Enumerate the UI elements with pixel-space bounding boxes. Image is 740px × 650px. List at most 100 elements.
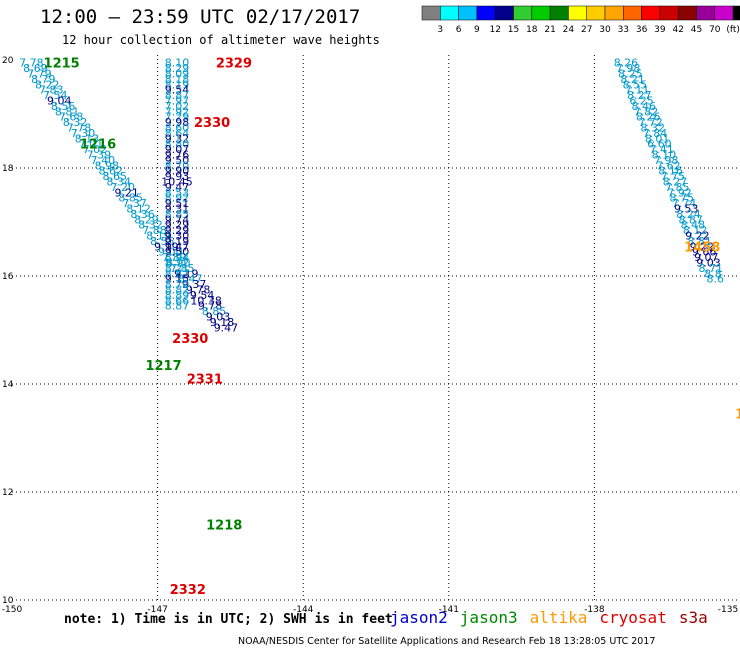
- wave-height-label: 8.27: [663, 176, 688, 189]
- footer-credit: NOAA/NESDIS Center for Satellite Applica…: [238, 636, 656, 647]
- wave-height-label: 9.29: [165, 224, 190, 237]
- wave-height-label: 9.98: [165, 116, 190, 129]
- wave-height-label: 8.82: [165, 284, 190, 297]
- wave-height-label: 9.07: [694, 251, 719, 264]
- wave-height-label: 8.53: [165, 186, 190, 199]
- wave-height-label: 7.85: [665, 181, 690, 194]
- colorbar-label: 12: [489, 25, 500, 35]
- mission-legend: jason2 jason3 altika cryosat s3a: [390, 608, 720, 627]
- wave-height-label: 8.24: [676, 208, 701, 221]
- pass-time-label: 1216: [80, 138, 116, 153]
- wave-height-label: 9.22: [690, 240, 715, 253]
- wave-height-label: 9.03: [696, 257, 721, 270]
- colorbar-label: 36: [636, 25, 648, 35]
- wave-height-label: 9.47: [165, 240, 190, 253]
- wave-height-label: 8.29: [165, 62, 190, 75]
- colorbar-label: 9: [474, 25, 480, 35]
- y-tick-label: 14: [2, 380, 14, 390]
- wave-height-label: 8.26: [636, 111, 661, 124]
- wave-height-label: 9.47: [214, 321, 239, 334]
- wave-height-label: 7.68: [59, 111, 84, 124]
- wave-height-label: 8.16: [658, 165, 683, 178]
- colorbar-label: 15: [508, 25, 519, 35]
- wave-height-label: 8.47: [178, 273, 203, 286]
- wave-height-label: 8.92: [165, 192, 190, 205]
- wave-height-label: 8.34: [107, 176, 132, 189]
- wave-height-label: 9.54: [165, 84, 190, 97]
- wave-height-label: 8.81: [55, 105, 80, 118]
- wave-height-label: 8.25: [618, 68, 643, 81]
- y-tick-label: 10: [2, 596, 14, 606]
- legend-entry-s3a: s3a: [678, 608, 708, 627]
- wave-height-label: 8.21: [620, 73, 645, 86]
- colorbar-label: (ft): [726, 25, 740, 35]
- legend-entry-cryosat: cryosat: [599, 608, 667, 627]
- wave-height-label: 8.75: [670, 192, 695, 205]
- wave-height-label: 7.78: [67, 122, 92, 135]
- colorbar-label: 3: [437, 25, 443, 35]
- colorbar-label: 70: [709, 25, 721, 35]
- wave-height-label: 8.12: [126, 203, 151, 216]
- wave-height-label: 8.56: [51, 100, 76, 113]
- wave-height-label: 7.02: [165, 100, 190, 113]
- wave-height-label: 8.12: [683, 224, 708, 237]
- wave-height-label: 8.32: [138, 219, 163, 232]
- wave-height-label: 9.03: [206, 311, 231, 324]
- wave-height-label: 7.97: [165, 95, 190, 108]
- wave-height-label: 8.81: [687, 235, 712, 248]
- pass-time-label: 1458: [684, 240, 720, 255]
- x-tick-label: -150: [2, 605, 23, 615]
- wave-height-label: 7.11: [625, 84, 650, 97]
- wave-height-label: 9.19: [154, 240, 179, 253]
- wave-height-label: 8.32: [640, 122, 665, 135]
- wave-height-label: 9.29: [165, 219, 190, 232]
- wave-height-label: 7.92: [165, 105, 190, 118]
- wave-height-label: 6.60: [647, 138, 672, 151]
- wave-height-label: 8.69: [23, 62, 48, 75]
- wave-height-label: 8.55: [623, 78, 648, 91]
- wave-height-label: 7.84: [643, 127, 668, 140]
- wave-height-label: 8.19: [165, 78, 190, 91]
- wave-height-label: 7.29: [165, 111, 190, 124]
- wave-height-label: 8.29: [134, 213, 159, 226]
- wave-height-label: 8.19: [146, 230, 171, 243]
- wave-height-label: 7.88: [142, 224, 167, 237]
- wave-height-label: 8.48: [681, 219, 706, 232]
- wave-height-label: 9.53: [674, 203, 699, 216]
- wave-height-label: 7.30: [71, 127, 96, 140]
- wave-height-label: 9.19: [174, 267, 199, 280]
- wave-height-label: 7.75: [661, 170, 686, 183]
- pass-time-label: 2331: [187, 373, 223, 388]
- wave-height-label: 9.50: [165, 246, 190, 259]
- colorbar-label: 27: [581, 25, 592, 35]
- wave-height-label: 8.10: [652, 149, 677, 162]
- wave-height-label: 8.70: [165, 278, 190, 291]
- wave-height-label: 8.98: [95, 159, 120, 172]
- pass-time-label: 2330: [172, 332, 208, 347]
- wave-height-label: 9.32: [165, 132, 190, 145]
- colorbar-label: 18: [526, 25, 538, 35]
- colorbar-swatch: [732, 5, 740, 21]
- wave-height-label: 8.26: [614, 57, 639, 70]
- colorbar-label: 30: [599, 25, 611, 35]
- wave-height-label: 9.18: [210, 316, 235, 329]
- colorbar-label: 45: [691, 25, 702, 35]
- wave-height-label: 8.94: [165, 251, 190, 264]
- colorbar: 3 6 9 12 15 18 21 24 27 30 33 36 39 42 45 70 (ft): [421, 5, 740, 35]
- wave-height-label: 9.00: [158, 246, 183, 259]
- wave-height-label: 9.37: [182, 278, 207, 291]
- wave-height-label: 9.07: [165, 143, 190, 156]
- wave-height-label: 8.8: [704, 267, 722, 280]
- wave-height-label: 9.74: [165, 213, 190, 226]
- wave-height-label: 7.98: [654, 154, 679, 167]
- wave-height-label: 9.21: [114, 186, 139, 199]
- wave-height-label: 8.46: [632, 100, 657, 113]
- chart-subtitle: 12 hour collection of altimeter wave hei…: [62, 33, 380, 47]
- legend-entry-jason3: jason3: [459, 608, 518, 627]
- wave-height-label: 8.90: [166, 257, 191, 270]
- wave-height-label: 8.71: [699, 262, 724, 275]
- wave-height-label: 7.40: [91, 154, 116, 167]
- wave-height-label: 6.25: [629, 95, 654, 108]
- wave-height-label: 9.47: [165, 181, 190, 194]
